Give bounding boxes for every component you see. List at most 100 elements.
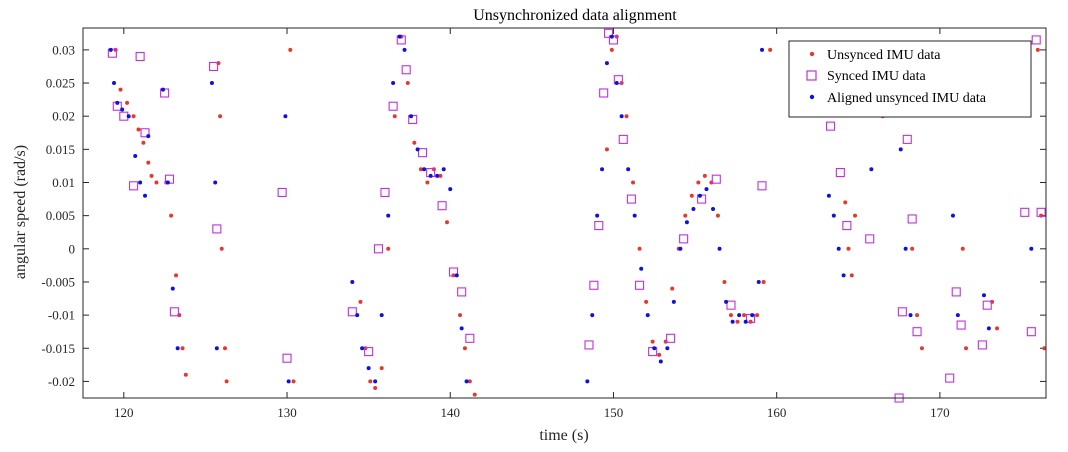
aligned-point xyxy=(386,213,391,218)
legend-marker-aligned xyxy=(809,94,815,100)
x-tick-label: 120 xyxy=(114,405,134,420)
synced-point xyxy=(618,134,628,144)
unsynced-point xyxy=(412,140,417,145)
synced-point xyxy=(212,224,222,234)
x-axis-label: time (s) xyxy=(539,427,588,444)
aligned-point xyxy=(831,213,836,218)
synced-point xyxy=(282,353,292,363)
unsynced-point xyxy=(755,313,760,318)
unsynced-point xyxy=(735,319,740,324)
aligned-point xyxy=(108,47,113,52)
aligned-point xyxy=(120,107,125,112)
synced-point xyxy=(956,320,966,330)
y-tick-label: -0.02 xyxy=(48,374,75,389)
legend-marker-synced xyxy=(806,70,817,81)
unsynced-point xyxy=(637,246,642,251)
aligned-point xyxy=(678,246,683,251)
legend-marker-unsynced xyxy=(809,51,815,57)
aligned-point xyxy=(898,147,903,152)
axis-ticks: 120 130 140 150 160 170 -0.02 -0.015 -0.01 -0.005… xyxy=(41,28,1046,420)
aligned-point xyxy=(836,246,841,251)
synced-point xyxy=(907,214,917,224)
legend-label-unsynced: Unsynced IMU data xyxy=(827,48,941,63)
synced-point xyxy=(1031,35,1041,45)
unsynced-point xyxy=(467,379,472,384)
aligned-point xyxy=(590,313,595,318)
synced-point xyxy=(401,65,411,75)
x-tick-label: 170 xyxy=(930,405,950,420)
synced-point xyxy=(140,128,150,138)
y-tick-label: 0.025 xyxy=(46,76,75,91)
synced-point xyxy=(1036,207,1046,217)
aligned-point xyxy=(415,147,420,152)
synced-point xyxy=(626,194,636,204)
synced-point xyxy=(945,373,955,383)
aligned-point xyxy=(115,100,120,105)
synced-point xyxy=(364,347,374,357)
unsynced-point xyxy=(169,213,174,218)
synced-point xyxy=(604,28,614,38)
legend-box xyxy=(788,40,1032,118)
synced-point xyxy=(135,51,145,62)
aligned-point xyxy=(1029,246,1034,251)
aligned-point xyxy=(138,180,143,185)
synced-point xyxy=(912,327,922,337)
aligned-point xyxy=(711,207,716,212)
aligned-point xyxy=(639,266,644,271)
unsynced-point xyxy=(650,339,655,344)
x-tick-label: 150 xyxy=(604,405,624,420)
unsynced-point xyxy=(118,87,123,92)
unsynced-point xyxy=(1039,213,1044,218)
unsynced-point xyxy=(995,326,1000,331)
aligned-point xyxy=(604,61,609,66)
unsynced-point xyxy=(624,114,629,119)
aligned-point xyxy=(350,279,355,284)
synced-point xyxy=(666,333,676,343)
aligned-point xyxy=(626,167,631,172)
synced-point xyxy=(1026,327,1036,337)
aligned-point xyxy=(454,273,459,278)
unsynced-point xyxy=(458,313,463,318)
unsynced-point xyxy=(1042,346,1047,351)
aligned-point xyxy=(422,167,427,172)
synced-point xyxy=(129,181,139,191)
unsynced-point xyxy=(919,346,924,351)
synced-point xyxy=(679,234,689,244)
y-axis-label: angular speed (rad/s) xyxy=(12,145,29,279)
synced-point xyxy=(119,111,129,121)
synced-point xyxy=(594,221,604,231)
unsynced-point xyxy=(742,313,747,318)
aligned-point xyxy=(160,87,165,92)
aligned-point xyxy=(609,34,614,39)
aligned-point xyxy=(435,173,440,178)
y-tick-label: 0.02 xyxy=(52,109,75,124)
synced-point xyxy=(457,287,467,297)
aligned-point xyxy=(950,213,955,218)
legend-label-aligned: Aligned unsynced IMU data xyxy=(827,91,987,106)
unsynced-point xyxy=(964,346,969,351)
unsynced-point xyxy=(472,392,477,397)
unsynced-point xyxy=(136,127,141,132)
unsynced-point xyxy=(219,246,224,251)
synced-point xyxy=(835,168,845,178)
unsynced-point xyxy=(218,114,223,119)
unsynced-point xyxy=(619,81,624,86)
unsynced-point xyxy=(373,386,378,391)
synced-point xyxy=(982,300,992,310)
aligned-point xyxy=(283,114,288,119)
synced-point xyxy=(1020,207,1030,217)
plot-area-frame xyxy=(82,27,1047,399)
unsynced-point xyxy=(141,140,146,145)
unsynced-point xyxy=(915,313,920,318)
aligned-point xyxy=(286,379,291,384)
aligned-point xyxy=(379,313,384,318)
aligned-point xyxy=(730,319,735,324)
y-tick-label: -0.015 xyxy=(41,341,75,356)
synced-point xyxy=(209,61,219,72)
unsynced-point xyxy=(715,213,720,218)
synced-point xyxy=(757,181,767,191)
unsynced-point xyxy=(183,372,188,377)
unsynced-point xyxy=(631,180,636,185)
unsynced-point xyxy=(392,114,397,119)
synced-point xyxy=(417,148,428,158)
